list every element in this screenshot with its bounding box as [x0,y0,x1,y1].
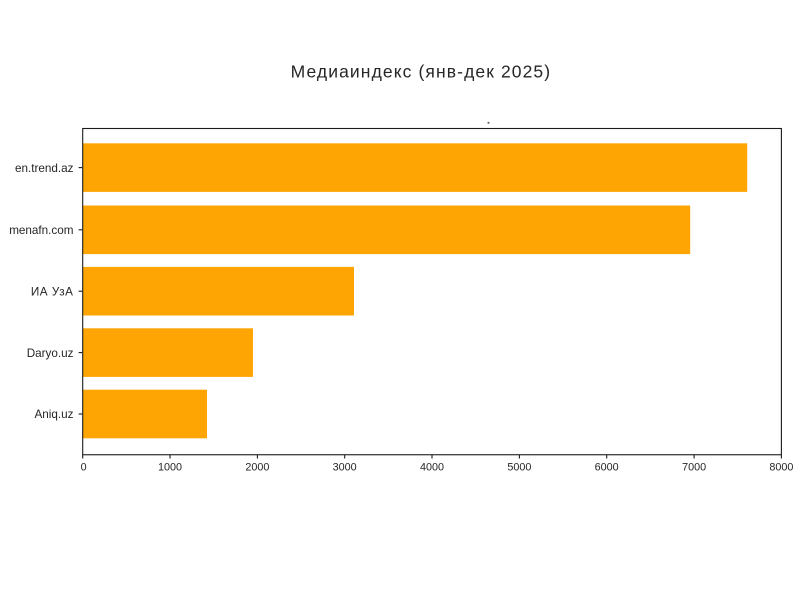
svg-text:3000: 3000 [333,462,357,474]
svg-text:1000: 1000 [158,462,182,474]
svg-text:8000: 8000 [769,462,793,474]
svg-text:Daryo.uz: Daryo.uz [27,347,74,360]
svg-text:0: 0 [81,462,87,474]
svg-text:Aniq.uz: Aniq.uz [35,408,74,421]
svg-text:Медиаиндекс (янв-дек 2025): Медиаиндекс (янв-дек 2025) [291,61,552,81]
svg-text:4000: 4000 [420,462,444,474]
svg-text:2000: 2000 [245,462,269,474]
svg-text:menafn.com: menafn.com [9,224,73,237]
svg-text:en.trend.az: en.trend.az [15,162,74,175]
svg-text:7000: 7000 [682,462,706,474]
svg-text:ИА УзА: ИА УзА [31,285,74,298]
svg-text:5000: 5000 [507,462,531,474]
svg-text:6000: 6000 [595,462,619,474]
